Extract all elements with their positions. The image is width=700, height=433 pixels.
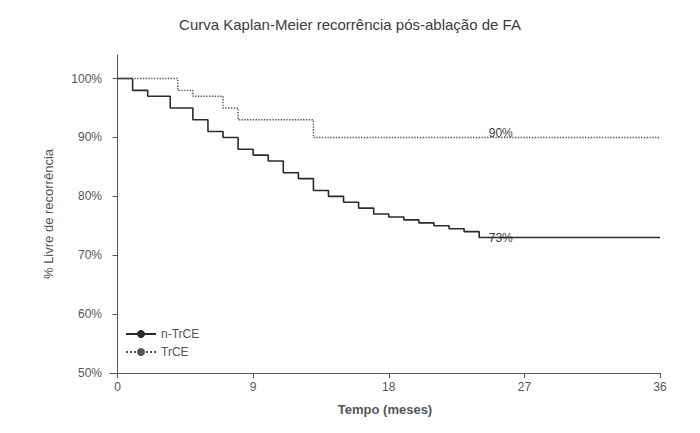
svg-text:50%: 50%	[78, 366, 102, 380]
svg-text:% Livre de recorrência: % Livre de recorrência	[41, 148, 56, 279]
svg-text:100%: 100%	[71, 72, 102, 86]
svg-text:36: 36	[653, 380, 667, 394]
svg-text:90%: 90%	[78, 130, 102, 144]
svg-text:Tempo (meses): Tempo (meses)	[338, 402, 432, 417]
svg-text:TrCE: TrCE	[161, 345, 189, 359]
svg-text:70%: 70%	[78, 248, 102, 262]
svg-text:27: 27	[518, 380, 532, 394]
svg-text:90%: 90%	[489, 126, 513, 140]
svg-text:Curva Kaplan-Meier recorrência: Curva Kaplan-Meier recorrência pós-ablaç…	[179, 16, 521, 33]
svg-text:73%: 73%	[488, 230, 513, 245]
svg-text:n-TrCE: n-TrCE	[161, 327, 199, 341]
svg-text:9: 9	[250, 380, 257, 394]
svg-text:18: 18	[382, 380, 396, 394]
svg-text:0: 0	[114, 380, 121, 394]
svg-text:80%: 80%	[78, 189, 102, 203]
svg-text:60%: 60%	[78, 307, 102, 321]
